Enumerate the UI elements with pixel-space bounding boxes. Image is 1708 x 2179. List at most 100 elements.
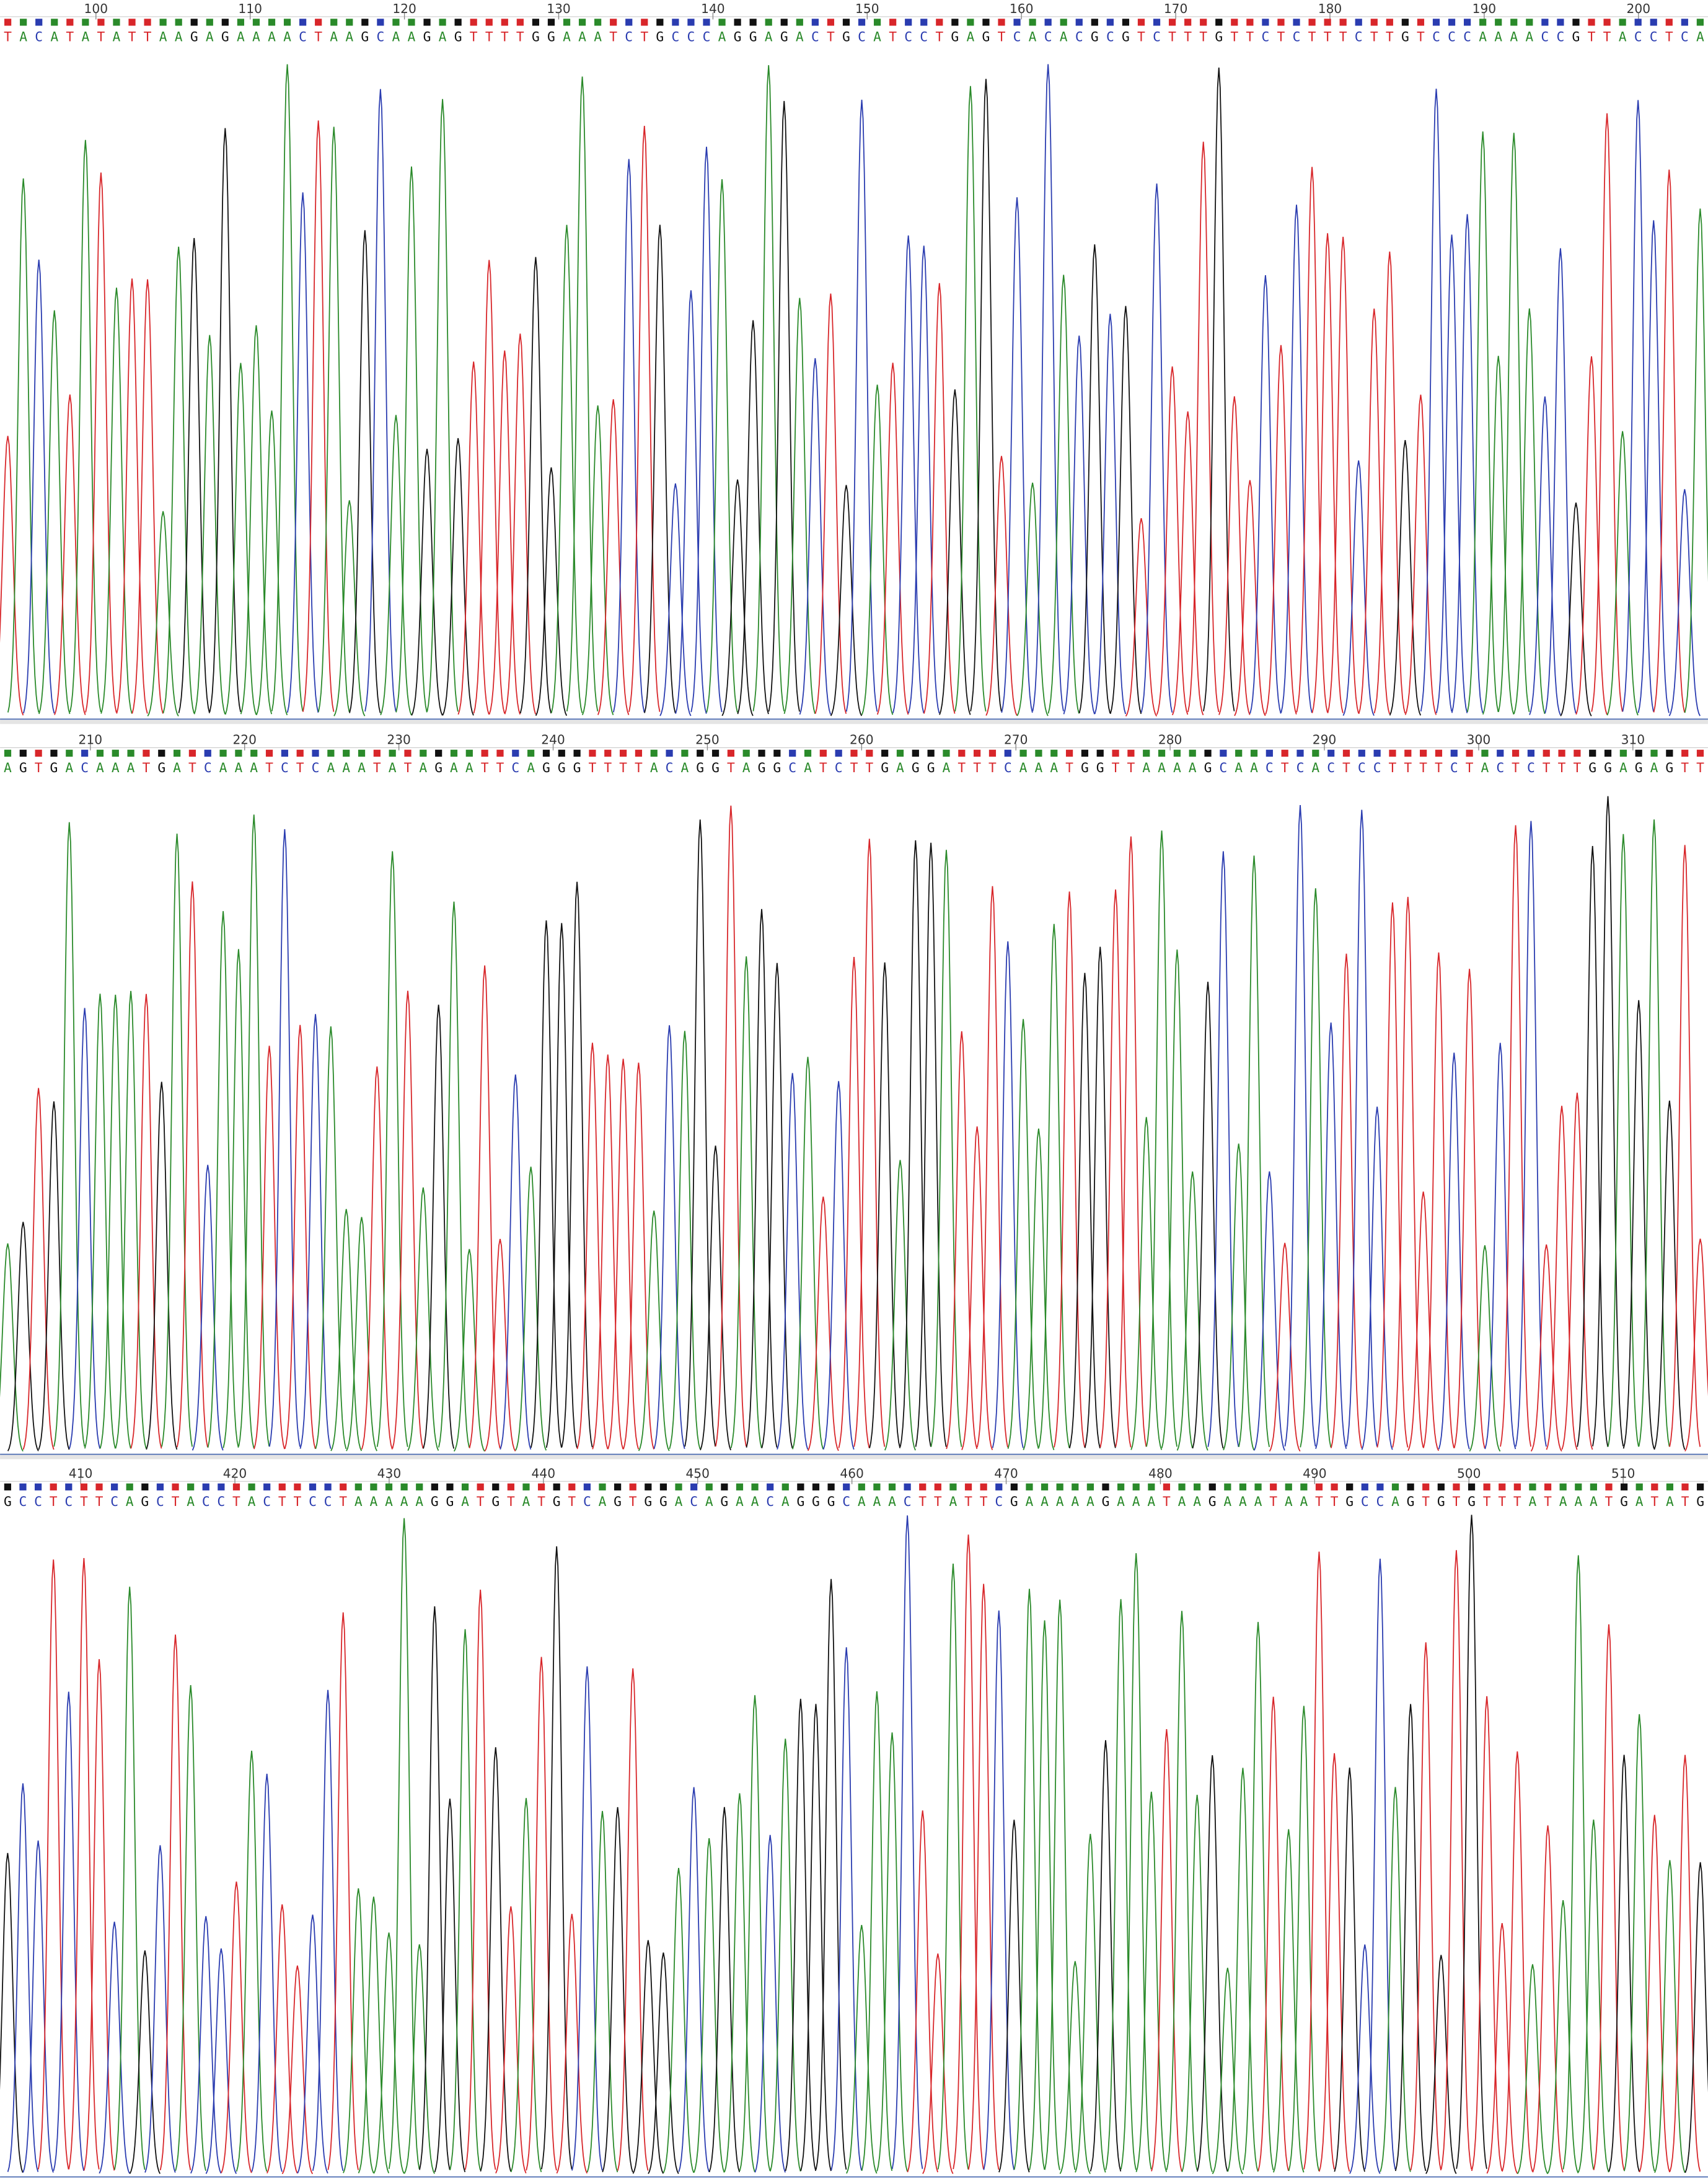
- quality-square: [1106, 19, 1114, 26]
- trace-peak: [1318, 1753, 1350, 2172]
- base-letter: T: [1650, 1494, 1658, 1510]
- quality-square: [1450, 749, 1458, 757]
- quality-square: [65, 1483, 73, 1490]
- quality-square: [967, 19, 974, 26]
- base-letter: A: [966, 30, 974, 45]
- trace-peak: [597, 399, 630, 715]
- base-letter: C: [1219, 760, 1227, 776]
- quality-square: [919, 1483, 927, 1490]
- base-letter: C: [920, 30, 928, 45]
- trace-peak: [1364, 1558, 1396, 2170]
- base-letter: T: [850, 760, 858, 776]
- trace-peak: [129, 1950, 161, 2174]
- base-letter: A: [113, 30, 121, 45]
- trace-peak: [768, 100, 800, 712]
- base-letter: T: [477, 1494, 485, 1510]
- ruler-label: 150: [855, 1, 879, 16]
- base-letter: A: [1235, 760, 1243, 776]
- quality-square: [1168, 19, 1176, 26]
- quality-square: [889, 19, 897, 26]
- ruler-label: 140: [701, 1, 725, 16]
- trace-peak: [271, 64, 304, 711]
- trace-peak: [770, 1738, 801, 2172]
- base-letter: A: [578, 30, 586, 45]
- quality-square: [718, 19, 726, 26]
- quality-square: [439, 19, 446, 26]
- trace-peak: [1547, 1900, 1579, 2173]
- base-letter: T: [1483, 1494, 1491, 1510]
- base-letter: G: [1122, 30, 1130, 45]
- base-letter: A: [1250, 760, 1258, 776]
- quality-square: [1479, 19, 1487, 26]
- base-letter: G: [1407, 1494, 1415, 1510]
- base-letter: A: [888, 1494, 896, 1510]
- base-letter: C: [904, 30, 912, 45]
- quality-square: [1308, 19, 1316, 26]
- base-letter: C: [35, 30, 43, 45]
- quality-square: [1178, 1483, 1186, 1490]
- quality-square: [1370, 19, 1378, 26]
- base-letter: A: [858, 1494, 866, 1510]
- quality-square: [1376, 1483, 1384, 1490]
- trace-peak: [1334, 1767, 1365, 2172]
- base-letter: A: [327, 760, 335, 776]
- quality-square: [477, 1483, 484, 1490]
- base-letter: T: [4, 30, 12, 45]
- quality-square: [485, 19, 493, 26]
- base-letter: G: [553, 1494, 561, 1510]
- ruler-label: 160: [1010, 1, 1034, 16]
- base-letter: C: [1681, 30, 1689, 45]
- base-letter: T: [1112, 760, 1120, 776]
- base-letter: A: [450, 760, 458, 776]
- trace-peak: [38, 310, 71, 715]
- trace-peak: [724, 1793, 755, 2172]
- base-letter: A: [1035, 760, 1043, 776]
- quality-square: [175, 19, 182, 26]
- quality-square: [835, 749, 842, 757]
- quality-square: [811, 19, 819, 26]
- trace-peak: [946, 1031, 978, 1450]
- trace-peak: [358, 1896, 390, 2173]
- base-letter: C: [1075, 30, 1083, 45]
- trace-peak: [327, 1612, 359, 2170]
- quality-square: [1463, 19, 1471, 26]
- base-letter: T: [918, 1494, 927, 1510]
- trace-peak: [162, 247, 195, 714]
- quality-square: [1590, 1483, 1597, 1490]
- base-letter: G: [4, 1494, 12, 1510]
- base-letter: A: [358, 760, 366, 776]
- base-letter: G: [1588, 760, 1596, 776]
- quality-square: [315, 19, 322, 26]
- base-letter: C: [202, 1494, 210, 1510]
- quality-square: [1391, 1483, 1399, 1490]
- trace-peak: [1420, 89, 1453, 712]
- quality-square: [765, 19, 772, 26]
- quality-square: [1512, 749, 1520, 757]
- trace-peak: [737, 320, 769, 715]
- quality-square: [532, 19, 540, 26]
- base-letter: G: [454, 30, 462, 45]
- quality-square: [850, 749, 858, 757]
- trace-peak: [419, 1606, 451, 2170]
- base-letter: G: [1401, 30, 1409, 45]
- base-letter: A: [705, 1494, 713, 1510]
- trace-peak: [814, 293, 847, 714]
- trace-peak: [1684, 208, 1708, 713]
- quality-square: [659, 1483, 667, 1490]
- base-letter: T: [373, 760, 381, 776]
- trace-peak: [1684, 1862, 1708, 2173]
- quality-square: [340, 1483, 347, 1490]
- base-letter: T: [640, 30, 648, 45]
- trace-peak: [730, 956, 762, 1448]
- trace-peak: [970, 79, 1002, 711]
- base-letter: C: [156, 1494, 164, 1510]
- base-letter: T: [589, 760, 597, 776]
- quality-square: [988, 749, 997, 757]
- quality-square: [982, 19, 990, 26]
- trace-peak: [297, 1914, 328, 2174]
- base-letter: A: [1223, 1494, 1231, 1510]
- trace-peak: [746, 909, 778, 1448]
- trace-peak: [22, 1088, 55, 1450]
- ruler-label: 170: [1164, 1, 1188, 16]
